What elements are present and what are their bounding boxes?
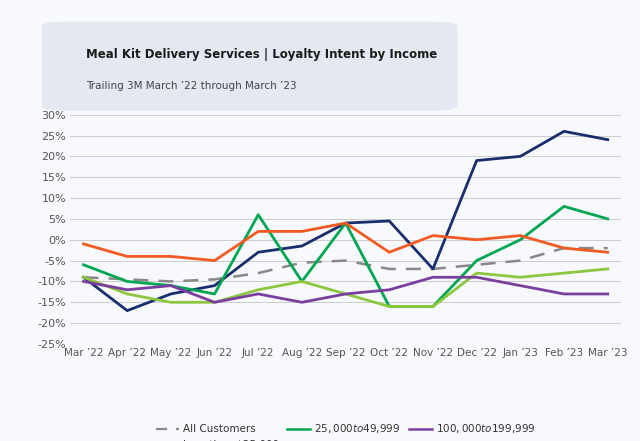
Legend: All Customers, Less than $25,000, $25,000 to $49,999, $50,000 to $99,999, $100,0: All Customers, Less than $25,000, $25,00…	[152, 418, 540, 441]
Text: Trailing 3M March ’22 through March ’23: Trailing 3M March ’22 through March ’23	[86, 81, 297, 91]
Text: Meal Kit Delivery Services | Loyalty Intent by Income: Meal Kit Delivery Services | Loyalty Int…	[86, 48, 438, 61]
FancyBboxPatch shape	[42, 22, 458, 111]
